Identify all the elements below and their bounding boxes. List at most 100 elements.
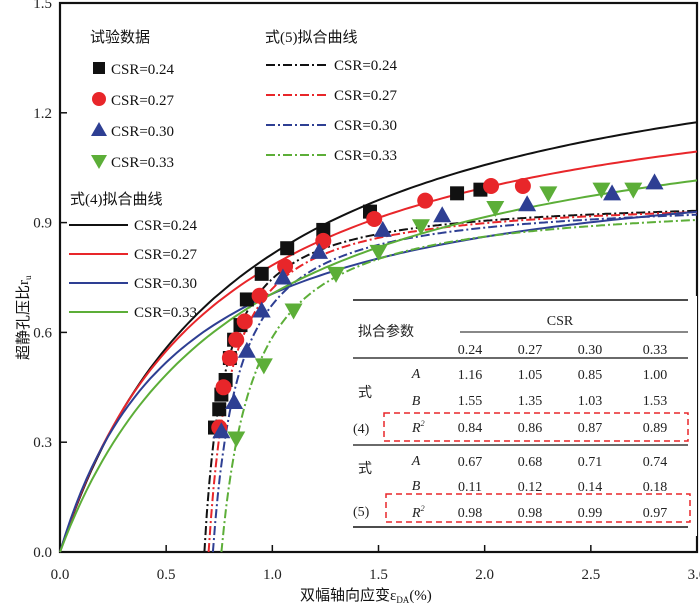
data-point-csr-0.30 (237, 341, 256, 358)
table-eq4-param-r2: R2 (411, 419, 425, 436)
table-eq4-param-a: A (411, 367, 421, 382)
data-points (208, 173, 664, 448)
legend-label-eq5-csr-0.24: CSR=0.24 (334, 58, 398, 74)
data-point-csr-0.27 (228, 331, 245, 348)
table-col-header: 0.30 (578, 343, 603, 358)
data-point-csr-0.24 (239, 292, 254, 307)
y-tick-label: 0.3 (33, 435, 52, 451)
data-point-csr-0.30 (225, 392, 244, 409)
eq5-curve-csr-0.24 (203, 209, 698, 553)
data-point-csr-0.24 (316, 222, 331, 237)
data-point-csr-0.33 (284, 303, 303, 320)
x-axis-label: 双幅轴向应变εDA(%) (300, 586, 432, 605)
legend-title-eq4: 式(4)拟合曲线 (70, 191, 163, 208)
data-point-csr-0.33 (369, 244, 388, 261)
table-cell: 0.86 (518, 421, 543, 436)
table-cell: 0.85 (578, 368, 603, 383)
data-point-csr-0.30 (273, 268, 292, 285)
table-cell: 0.87 (578, 421, 603, 436)
x-tick-label: 0.0 (51, 567, 70, 583)
data-point-csr-0.30 (645, 173, 664, 190)
y-tick-label: 0.0 (33, 545, 52, 561)
data-point-csr-0.27 (221, 350, 238, 367)
data-point-csr-0.30 (603, 184, 622, 201)
table-background (342, 296, 697, 536)
data-point-csr-0.27 (514, 178, 531, 194)
x-tick-label: 2.0 (475, 567, 494, 583)
table-cell: 0.98 (458, 506, 483, 521)
data-point-csr-0.30 (433, 206, 452, 223)
data-point-csr-0.30 (518, 195, 537, 212)
legend-label-eq4-csr-0.33: CSR=0.33 (134, 305, 197, 321)
data-point-csr-0.24 (450, 186, 465, 201)
data-point-csr-0.30 (373, 220, 392, 237)
legend-label-eq5-csr-0.27: CSR=0.27 (334, 88, 398, 104)
legend-label-eq5-csr-0.33: CSR=0.33 (334, 148, 397, 164)
eq4-r2-highlight (383, 412, 689, 442)
data-point-csr-0.30 (212, 422, 231, 439)
data-point-csr-0.33 (592, 182, 611, 199)
eq5-r2-highlight (385, 493, 691, 523)
data-point-csr-0.27 (236, 313, 253, 330)
x-tick-label: 1.5 (369, 567, 388, 583)
data-point-csr-0.30 (310, 242, 329, 259)
table-eq5-label-a: 式 (358, 461, 372, 477)
data-point-csr-0.27 (251, 287, 268, 304)
axis-ticks (59, 2, 698, 553)
fit-parameter-table: 拟合参数 CSR 式 (4) 式 (5) A B R2 A B R2 0.24 0… (342, 296, 697, 536)
data-point-csr-0.33 (327, 266, 346, 283)
x-tick-label: 3.0 (688, 567, 700, 583)
eq5-curve-csr-0.33 (220, 219, 698, 553)
table-cell: 0.84 (458, 421, 483, 436)
table-col-header: 0.27 (518, 343, 543, 358)
data-point-csr-0.24 (280, 241, 295, 256)
y-axis-label: 超静孔压比ru (15, 275, 33, 360)
axis-tick-labels: 0.0 0.5 1.0 1.5 2.0 2.5 3.0 0.0 0.3 0.6 0.9 1.2 1.5 (33, 0, 700, 583)
eq4-curve-csr-0.24 (59, 121, 698, 553)
data-point-csr-0.33 (539, 186, 558, 203)
legend-label-csr-0.27: CSR=0.27 (111, 93, 175, 109)
data-point-csr-0.33 (486, 200, 505, 217)
table-eq5-param-b: B (412, 479, 421, 494)
data-point-csr-0.33 (624, 182, 643, 199)
table-eq4-param-b: B (412, 394, 421, 409)
table-cell: 0.74 (643, 455, 668, 470)
table-eq4-label-a: 式 (358, 385, 372, 401)
table-cell: 1.05 (518, 368, 543, 383)
table-cell: 1.16 (458, 368, 483, 383)
legend-title-eq5: 式(5)拟合曲线 (265, 29, 358, 46)
table-eq4-label-b: (4) (353, 422, 370, 437)
data-point-csr-0.24 (212, 402, 227, 417)
legend-title-test-data: 试验数据 (90, 29, 150, 46)
eq5-curve-csr-0.27 (207, 211, 697, 553)
x-tick-label: 2.5 (581, 567, 600, 583)
x-tick-label: 0.5 (157, 567, 176, 583)
data-point-csr-0.33 (254, 358, 273, 375)
y-tick-label: 0.9 (33, 216, 52, 232)
legend-label-csr-0.33: CSR=0.33 (111, 155, 174, 171)
table-cell: 0.99 (578, 506, 603, 521)
legend-marker-csr-0.30 (91, 122, 107, 136)
table-cell: 1.53 (643, 394, 668, 409)
table-col-header: 0.24 (458, 343, 483, 358)
legend-eq5: 式(5)拟合曲线 CSR=0.24 CSR=0.27 CSR=0.30 CSR=0.3… (265, 29, 398, 164)
y-tick-label: 1.2 (33, 106, 52, 122)
table-cell: 1.55 (458, 394, 483, 409)
table-cell: 1.03 (578, 394, 603, 409)
legend-marker-csr-0.24 (93, 62, 105, 74)
table-cell: 0.11 (458, 480, 482, 495)
table-cells: 0.24 0.27 0.30 0.33 1.16 1.05 0.85 1.00 1.55 1.35… (458, 343, 668, 521)
table-cell: 0.18 (643, 480, 668, 495)
data-point-csr-0.33 (411, 219, 430, 236)
table-cell: 1.35 (518, 394, 543, 409)
table-cell: 0.67 (458, 455, 483, 470)
table-eq5-param-r2: R2 (411, 504, 425, 521)
legend-label-eq5-csr-0.30: CSR=0.30 (334, 118, 397, 134)
legend-label-eq4-csr-0.30: CSR=0.30 (134, 276, 197, 292)
eq5-curve-csr-0.30 (211, 213, 697, 553)
table-header-param: 拟合参数 (358, 323, 414, 340)
table-cell: 0.71 (578, 455, 603, 470)
table-cell: 1.00 (643, 368, 668, 383)
table-cell: 0.89 (643, 421, 668, 436)
y-tick-label: 1.5 (33, 0, 52, 12)
